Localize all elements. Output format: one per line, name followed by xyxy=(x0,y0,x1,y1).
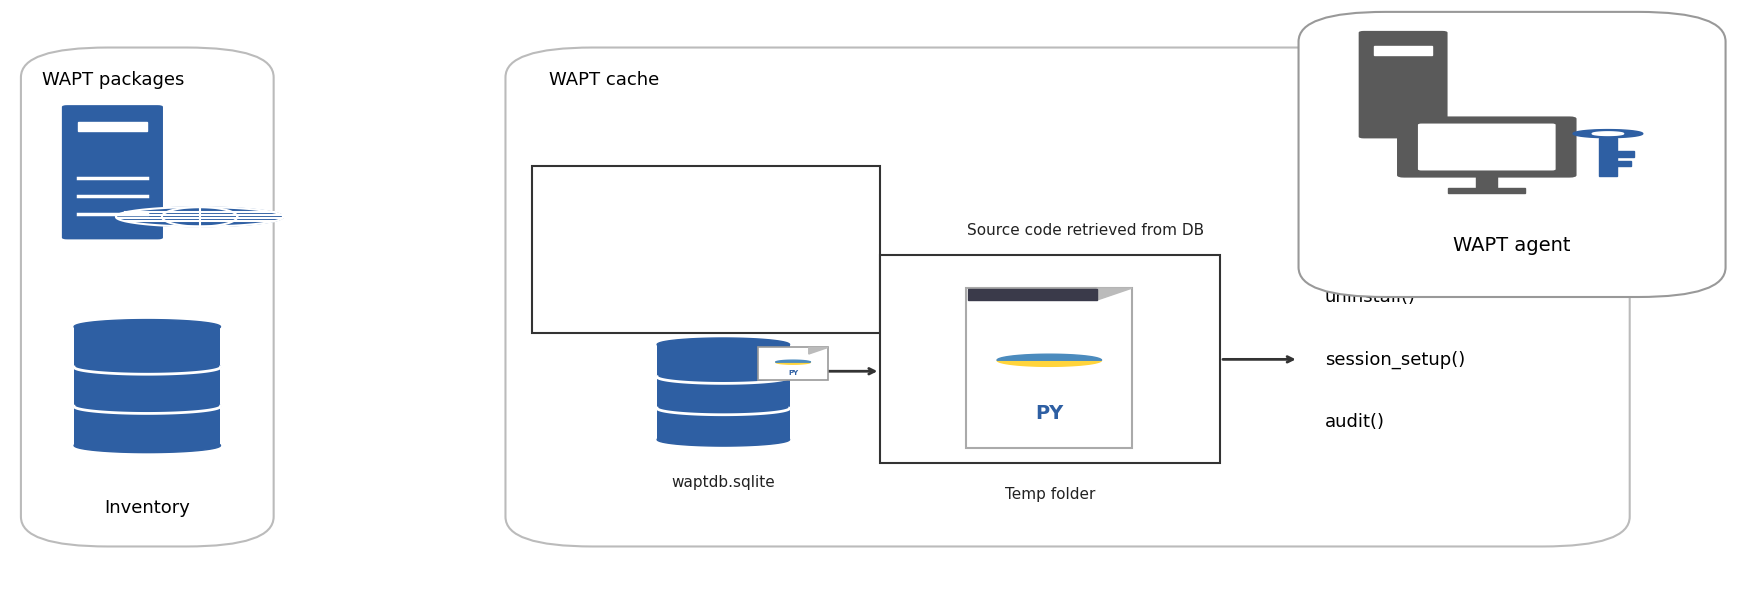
FancyBboxPatch shape xyxy=(61,105,162,239)
FancyBboxPatch shape xyxy=(1360,31,1447,138)
Polygon shape xyxy=(1616,151,1633,157)
Polygon shape xyxy=(1574,129,1642,138)
Polygon shape xyxy=(657,370,790,383)
Polygon shape xyxy=(997,360,1102,366)
FancyBboxPatch shape xyxy=(21,48,274,546)
Polygon shape xyxy=(776,360,810,362)
Text: WAPT packages: WAPT packages xyxy=(42,71,185,89)
Polygon shape xyxy=(75,438,220,453)
Polygon shape xyxy=(967,289,1098,300)
Polygon shape xyxy=(657,433,790,446)
Polygon shape xyxy=(1593,132,1623,135)
Polygon shape xyxy=(1448,188,1525,193)
Polygon shape xyxy=(77,122,146,131)
Polygon shape xyxy=(1616,161,1630,166)
Polygon shape xyxy=(776,362,810,364)
Text: WAPT cache: WAPT cache xyxy=(549,71,659,89)
Polygon shape xyxy=(75,360,220,374)
Polygon shape xyxy=(997,354,1102,360)
Text: PY: PY xyxy=(1035,404,1063,423)
Polygon shape xyxy=(809,347,828,354)
Polygon shape xyxy=(117,207,282,226)
Polygon shape xyxy=(1476,175,1497,188)
Polygon shape xyxy=(657,402,790,415)
Polygon shape xyxy=(657,338,790,351)
Text: Source code retrieved from DB: Source code retrieved from DB xyxy=(967,223,1204,238)
Polygon shape xyxy=(1373,46,1433,55)
Polygon shape xyxy=(1598,138,1616,176)
Text: audit(): audit() xyxy=(1325,413,1384,431)
FancyBboxPatch shape xyxy=(758,347,828,380)
Text: waptdb.sqlite: waptdb.sqlite xyxy=(671,475,776,490)
FancyBboxPatch shape xyxy=(1417,124,1555,170)
Polygon shape xyxy=(657,345,790,440)
Text: Temp folder: Temp folder xyxy=(1006,487,1095,502)
Text: uninstall(): uninstall() xyxy=(1325,288,1415,306)
FancyBboxPatch shape xyxy=(1396,116,1576,178)
Bar xyxy=(880,255,1220,463)
FancyBboxPatch shape xyxy=(966,288,1131,448)
Text: session_setup(): session_setup() xyxy=(1325,350,1464,368)
Text: PY: PY xyxy=(788,370,798,376)
Polygon shape xyxy=(75,320,220,334)
Text: Inventory: Inventory xyxy=(105,499,190,517)
Polygon shape xyxy=(75,399,220,413)
FancyBboxPatch shape xyxy=(505,48,1630,546)
Text: WAPT agent: WAPT agent xyxy=(1454,236,1570,255)
FancyBboxPatch shape xyxy=(1299,12,1726,297)
Polygon shape xyxy=(73,327,220,446)
Polygon shape xyxy=(1098,288,1131,300)
Bar xyxy=(532,166,880,333)
